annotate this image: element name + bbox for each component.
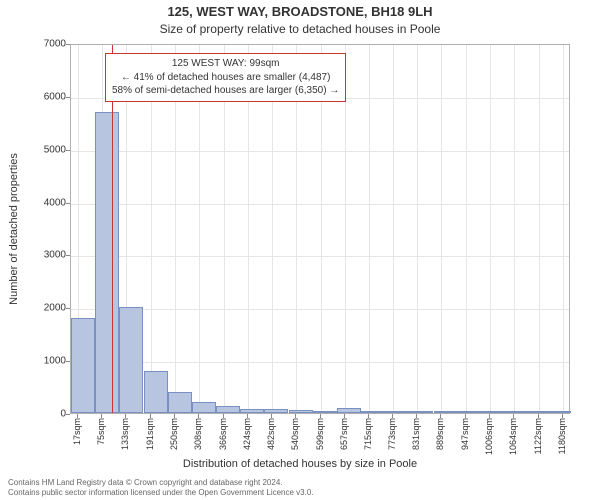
x-tick-label: 889sqm <box>435 418 445 450</box>
x-tick-label: 540sqm <box>290 418 300 450</box>
x-tick-label: 75sqm <box>96 418 106 445</box>
annotation-box: 125 WEST WAY: 99sqm ← 41% of detached ho… <box>105 53 346 102</box>
x-tick-label: 133sqm <box>120 418 130 450</box>
x-tick-label: 1064sqm <box>508 418 518 455</box>
x-tick-label: 308sqm <box>193 418 203 450</box>
x-tick-label: 599sqm <box>315 418 325 450</box>
histogram-bar <box>361 411 385 413</box>
y-tick-mark <box>66 44 70 45</box>
x-tick-label: 250sqm <box>169 418 179 450</box>
y-tick-label: 4000 <box>16 197 66 208</box>
gridline-v <box>417 45 418 413</box>
x-tick-label: 17sqm <box>72 418 82 445</box>
y-tick-label: 2000 <box>16 303 66 314</box>
histogram-bar <box>434 411 458 413</box>
y-tick-label: 6000 <box>16 91 66 102</box>
y-tick-label: 3000 <box>16 250 66 261</box>
gridline-v <box>441 45 442 413</box>
page-subtitle: Size of property relative to detached ho… <box>0 22 600 36</box>
histogram-bar <box>337 408 361 413</box>
y-tick-mark <box>66 203 70 204</box>
chart-container: 125, WEST WAY, BROADSTONE, BH18 9LH Size… <box>0 0 600 500</box>
histogram-bar <box>192 402 216 413</box>
x-tick-label: 424sqm <box>242 418 252 450</box>
x-tick-label: 191sqm <box>145 418 155 450</box>
x-tick-label: 1006sqm <box>484 418 494 455</box>
histogram-bar <box>119 307 143 413</box>
histogram-bar <box>409 411 433 413</box>
histogram-bar <box>458 411 482 413</box>
x-tick-label: 482sqm <box>266 418 276 450</box>
histogram-bar <box>506 411 530 413</box>
histogram-bar <box>554 411 571 413</box>
y-tick-mark <box>66 150 70 151</box>
histogram-bar <box>95 112 119 413</box>
y-tick-mark <box>66 361 70 362</box>
histogram-bar <box>313 411 337 413</box>
attribution-line-1: Contains HM Land Registry data © Crown c… <box>8 478 314 488</box>
histogram-bar <box>216 406 240 413</box>
gridline-v <box>514 45 515 413</box>
annotation-line-2: ← 41% of detached houses are smaller (4,… <box>112 71 339 85</box>
gridline-v <box>490 45 491 413</box>
y-tick-mark <box>66 97 70 98</box>
attribution: Contains HM Land Registry data © Crown c… <box>8 478 314 498</box>
histogram-bar <box>71 318 95 413</box>
x-tick-label: 947sqm <box>460 418 470 450</box>
annotation-line-3: 58% of semi-detached houses are larger (… <box>112 84 339 98</box>
gridline-v <box>369 45 370 413</box>
y-tick-mark <box>66 414 70 415</box>
x-tick-label: 831sqm <box>411 418 421 450</box>
gridline-v <box>466 45 467 413</box>
histogram-bar <box>289 410 313 413</box>
histogram-bar <box>144 371 168 413</box>
y-tick-label: 1000 <box>16 356 66 367</box>
gridline-v <box>563 45 564 413</box>
y-axis-label: Number of detached properties <box>8 153 20 305</box>
page-title: 125, WEST WAY, BROADSTONE, BH18 9LH <box>0 4 600 19</box>
y-tick-label: 0 <box>16 409 66 420</box>
histogram-bar <box>482 411 506 413</box>
histogram-bar <box>168 392 192 413</box>
x-axis-label: Distribution of detached houses by size … <box>0 458 600 470</box>
y-tick-mark <box>66 255 70 256</box>
y-tick-label: 5000 <box>16 144 66 155</box>
gridline-v <box>539 45 540 413</box>
gridline-v <box>393 45 394 413</box>
y-tick-mark <box>66 308 70 309</box>
x-tick-label: 657sqm <box>339 418 349 450</box>
histogram-bar <box>385 411 409 413</box>
histogram-bar <box>240 409 264 413</box>
histogram-bar <box>530 411 554 413</box>
annotation-line-1: 125 WEST WAY: 99sqm <box>112 57 339 71</box>
x-tick-label: 1180sqm <box>557 418 567 454</box>
x-tick-label: 1122sqm <box>533 418 543 454</box>
attribution-line-2: Contains public sector information licen… <box>8 488 314 498</box>
x-tick-label: 366sqm <box>218 418 228 450</box>
x-tick-label: 715sqm <box>363 418 373 450</box>
x-tick-label: 773sqm <box>387 418 397 450</box>
y-tick-label: 7000 <box>16 39 66 50</box>
histogram-bar <box>264 409 288 413</box>
